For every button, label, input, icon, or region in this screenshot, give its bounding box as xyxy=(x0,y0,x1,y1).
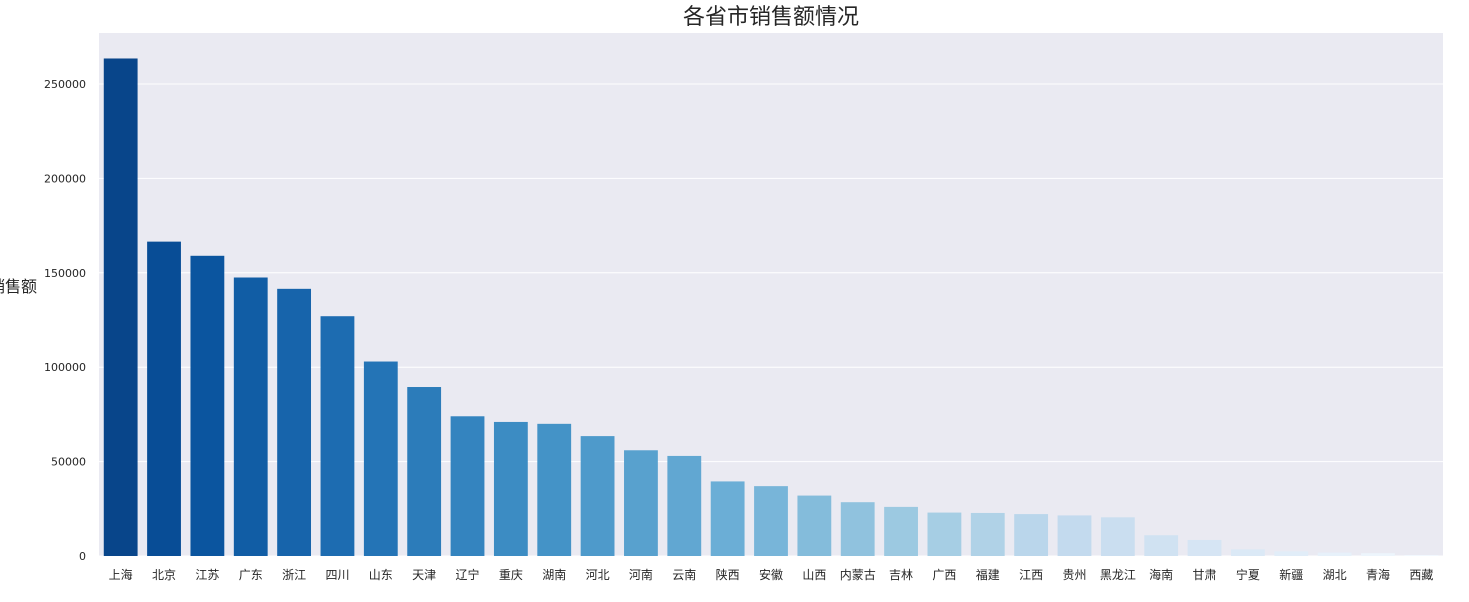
chart-title: 各省市销售额情况 xyxy=(683,5,859,30)
x-tick-label: 贵州 xyxy=(1062,568,1086,582)
bar xyxy=(1057,515,1092,556)
x-tick-label: 北京 xyxy=(152,568,176,582)
x-tick-label: 吉林 xyxy=(889,568,913,582)
bar xyxy=(1404,555,1439,556)
bar xyxy=(754,486,788,556)
bar xyxy=(407,387,442,556)
bar xyxy=(320,316,355,556)
bar xyxy=(840,502,875,556)
x-tick-labels: 上海 北京 江苏 广东 浙江 四川 山东 天津 辽宁 重庆 湖南 河北 河南 云南 陕西 安徽 山西 内蒙古 吉林 广… xyxy=(109,567,1434,582)
x-tick-label: 海南 xyxy=(1149,567,1173,582)
x-tick-label: 江苏 xyxy=(195,568,219,582)
bar xyxy=(190,255,225,556)
bar xyxy=(233,277,268,556)
x-tick-label: 广东 xyxy=(239,568,263,582)
x-tick-label: 河北 xyxy=(586,568,610,582)
y-tick-label: 100000 xyxy=(44,361,86,374)
bar xyxy=(1014,514,1049,556)
x-tick-label: 陕西 xyxy=(716,567,740,582)
x-tick-label: 西藏 xyxy=(1409,568,1433,582)
bar xyxy=(927,512,962,556)
x-tick-label: 四川 xyxy=(325,568,349,582)
x-tick-label: 山西 xyxy=(802,568,826,582)
bar xyxy=(797,495,832,556)
y-tick-label: 200000 xyxy=(44,172,86,185)
x-tick-label: 安徽 xyxy=(759,567,783,582)
x-tick-label: 重庆 xyxy=(499,568,523,582)
x-tick-label: 黑龙江 xyxy=(1100,568,1136,582)
bars xyxy=(103,58,1439,557)
bar xyxy=(1144,535,1179,556)
x-tick-label: 江西 xyxy=(1019,568,1043,582)
x-tick-label: 福建 xyxy=(976,567,1000,582)
bar xyxy=(580,436,615,556)
bar xyxy=(1274,551,1309,556)
x-tick-label: 山东 xyxy=(369,568,393,582)
bar xyxy=(1230,549,1265,556)
x-tick-label: 上海 xyxy=(109,567,133,582)
x-tick-label: 河南 xyxy=(629,567,653,582)
x-tick-label: 浙江 xyxy=(282,568,306,582)
x-tick-label: 天津 xyxy=(412,568,436,582)
y-tick-label: 250000 xyxy=(44,78,86,91)
x-tick-label: 甘肃 xyxy=(1193,568,1217,582)
y-tick-label: 50000 xyxy=(51,456,86,469)
bar xyxy=(493,421,528,556)
bar xyxy=(624,450,658,556)
x-tick-label: 宁夏 xyxy=(1236,567,1260,582)
x-tick-label: 湖北 xyxy=(1323,567,1347,582)
bar xyxy=(450,416,485,556)
bar xyxy=(710,481,745,556)
y-tick-labels: 0 50000 100000 150000 200000 250000 xyxy=(44,78,86,563)
bar xyxy=(277,288,312,556)
x-tick-label: 青海 xyxy=(1366,567,1390,582)
x-tick-label: 内蒙古 xyxy=(840,567,876,582)
y-tick-label: 150000 xyxy=(44,267,86,280)
bar xyxy=(147,241,181,556)
bar xyxy=(1361,553,1395,556)
x-tick-label: 辽宁 xyxy=(456,567,480,582)
bar xyxy=(537,423,572,556)
y-tick-label: 0 xyxy=(79,550,86,563)
bar xyxy=(1100,517,1135,556)
x-tick-label: 云南 xyxy=(672,567,696,582)
bar xyxy=(1187,539,1222,556)
bar xyxy=(1317,552,1352,556)
x-tick-label: 湖南 xyxy=(542,567,566,582)
y-axis-label: 销售额 xyxy=(0,277,37,296)
bar xyxy=(103,58,138,557)
bar xyxy=(667,455,702,556)
bar xyxy=(363,361,398,556)
bar xyxy=(970,512,1005,556)
x-tick-label: 广西 xyxy=(932,568,956,582)
x-tick-label: 新疆 xyxy=(1279,567,1303,582)
bar xyxy=(884,506,918,556)
